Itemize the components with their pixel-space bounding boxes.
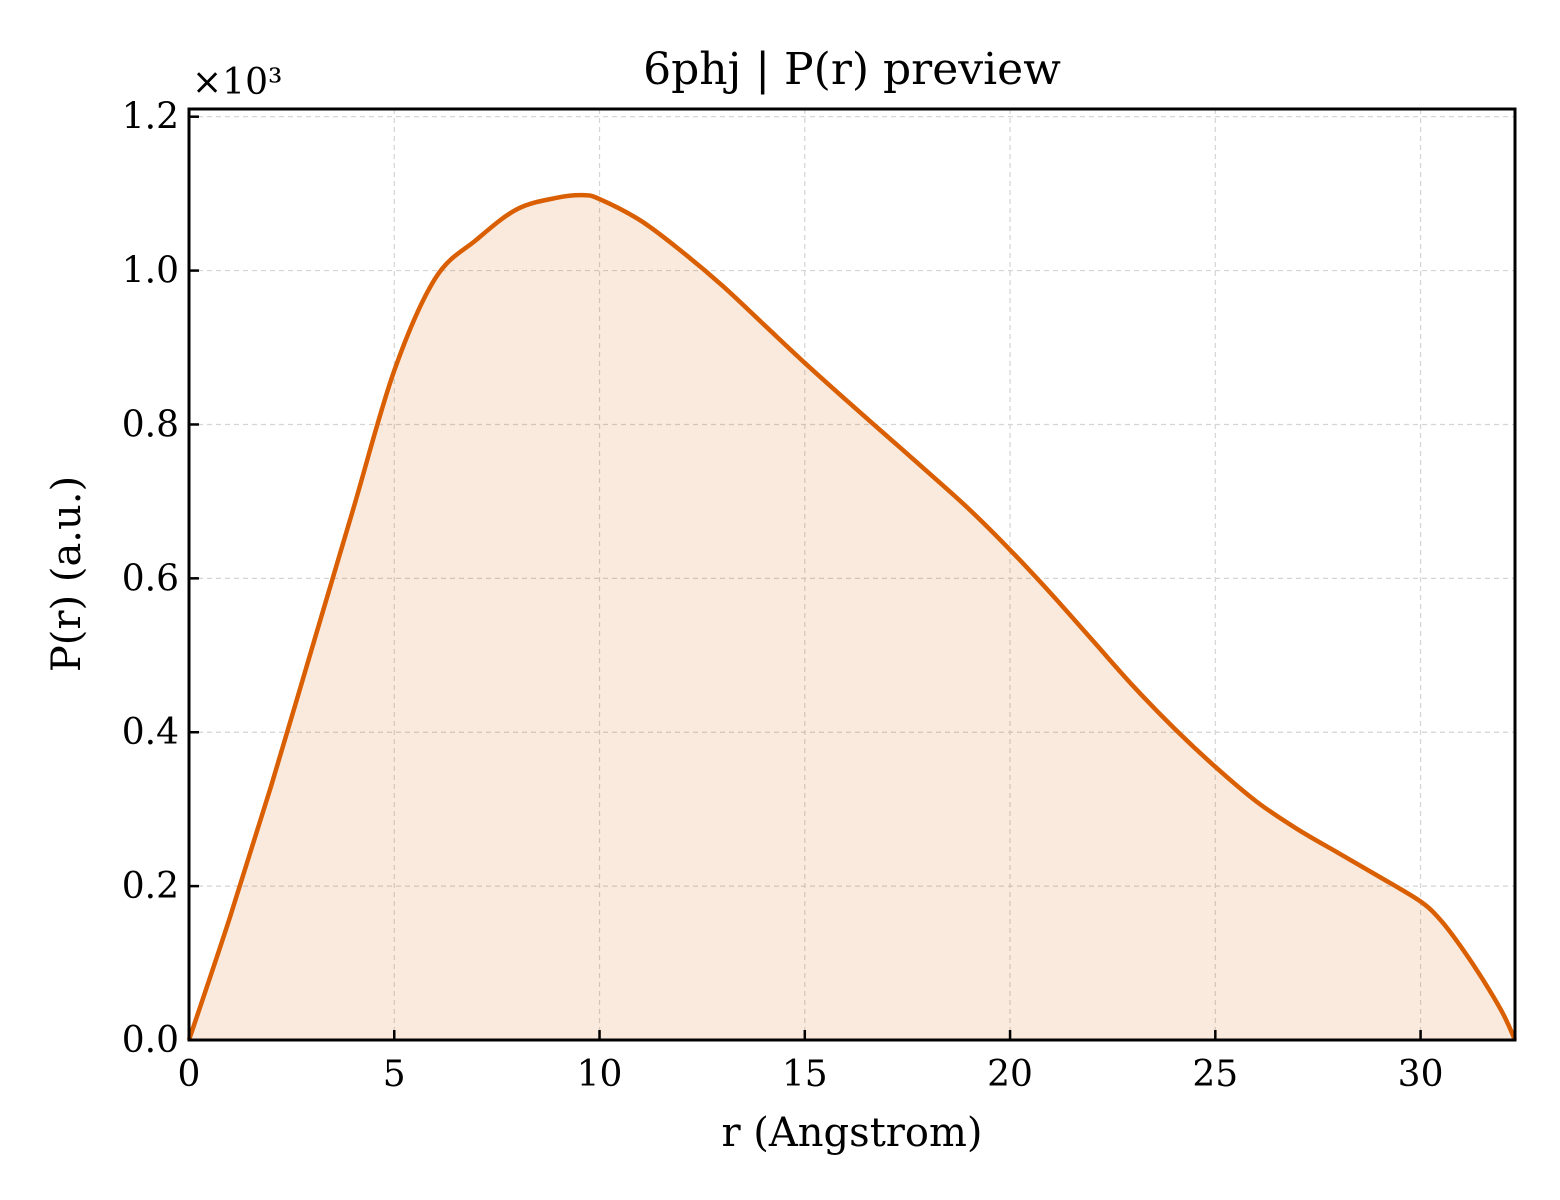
x-tick-label: 15 bbox=[782, 1054, 828, 1095]
y-tick-label: 0.6 bbox=[122, 558, 179, 599]
plot-frame bbox=[187, 107, 1517, 1042]
y-tick-label: 0.0 bbox=[122, 1020, 179, 1061]
y-axis-label: P(r) (a.u.) bbox=[44, 476, 90, 672]
x-tick-label: 0 bbox=[178, 1054, 201, 1095]
chart-title: 6phj | P(r) preview bbox=[643, 44, 1061, 95]
x-tick-label: 5 bbox=[383, 1054, 406, 1095]
x-tick-label: 30 bbox=[1398, 1054, 1444, 1095]
x-tick-label: 10 bbox=[577, 1054, 623, 1095]
y-multiplier: ×10³ bbox=[192, 62, 282, 103]
y-tick-label: 1.2 bbox=[122, 97, 179, 138]
x-tick-label: 25 bbox=[1192, 1054, 1238, 1095]
axis-ticks: 0 5 10 15 20 25 30 0.0 0.2 0.4 0.6 0.8 1.0 1.2 bbox=[122, 97, 1444, 1095]
grid-lines bbox=[189, 109, 1515, 1040]
y-tick-label: 1.0 bbox=[122, 251, 179, 292]
x-axis-label: r (Angstrom) bbox=[721, 1110, 982, 1156]
y-tick-label: 0.8 bbox=[122, 404, 179, 445]
y-tick-label: 0.2 bbox=[122, 866, 179, 907]
area-fill bbox=[189, 195, 1515, 1040]
series-line bbox=[186, 192, 1518, 1041]
y-tick-label: 0.4 bbox=[122, 712, 179, 753]
x-tick-label: 20 bbox=[987, 1054, 1033, 1095]
